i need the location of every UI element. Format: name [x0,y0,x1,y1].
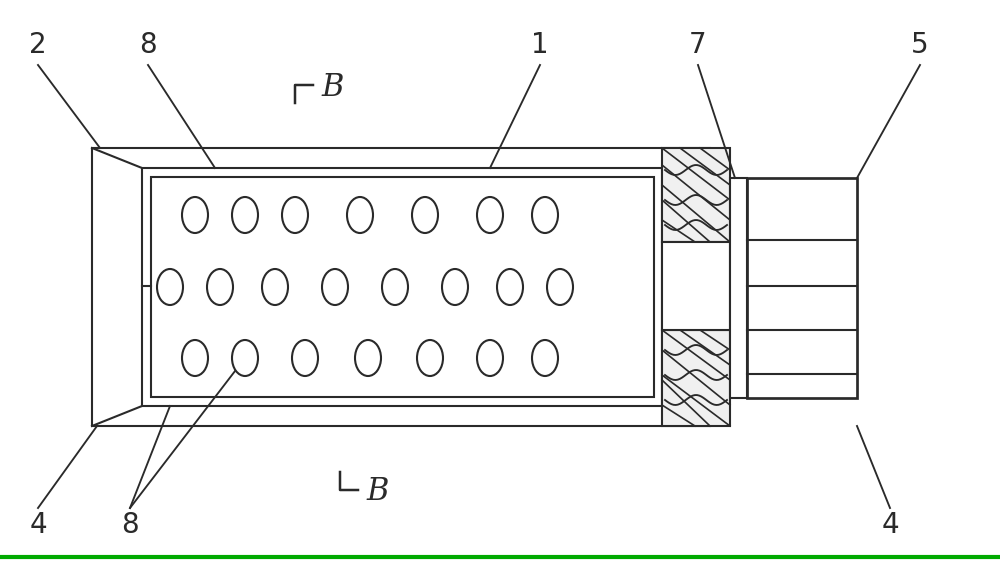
Bar [747,178,857,398]
Text: 1: 1 [531,31,549,59]
Ellipse shape [417,340,443,376]
Text: 8: 8 [121,511,139,539]
Bar [662,148,730,242]
Text: 5: 5 [911,31,929,59]
Ellipse shape [532,197,558,233]
Ellipse shape [442,269,468,305]
Ellipse shape [232,340,258,376]
Ellipse shape [182,340,208,376]
Ellipse shape [292,340,318,376]
Ellipse shape [547,269,573,305]
Ellipse shape [182,197,208,233]
Bar [730,178,747,398]
Bar [662,242,730,330]
Ellipse shape [477,340,503,376]
Ellipse shape [207,269,233,305]
Ellipse shape [497,269,523,305]
Ellipse shape [532,340,558,376]
Bar [92,148,710,426]
Bar [142,168,662,406]
Ellipse shape [477,197,503,233]
Ellipse shape [232,197,258,233]
Ellipse shape [157,269,183,305]
Text: 8: 8 [139,31,157,59]
Bar [151,177,654,397]
Ellipse shape [262,269,288,305]
Ellipse shape [355,340,381,376]
Ellipse shape [282,197,308,233]
Text: 2: 2 [29,31,47,59]
Ellipse shape [412,197,438,233]
Text: 7: 7 [689,31,707,59]
Ellipse shape [322,269,348,305]
Text: 4: 4 [881,511,899,539]
Bar [662,330,730,426]
Ellipse shape [347,197,373,233]
Ellipse shape [382,269,408,305]
Text: B: B [321,72,343,102]
Text: B: B [366,476,388,507]
Text: 4: 4 [29,511,47,539]
